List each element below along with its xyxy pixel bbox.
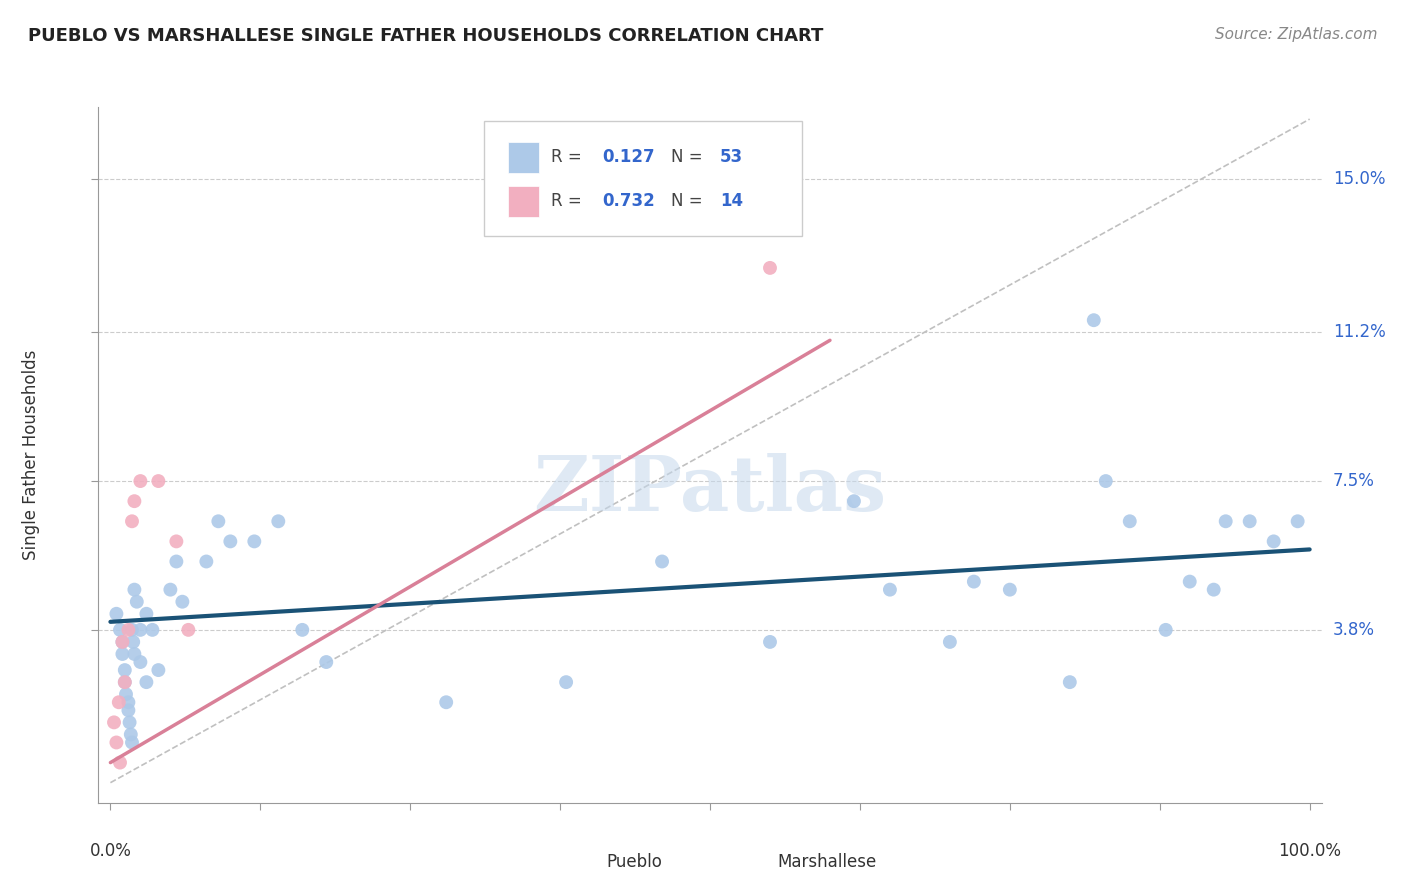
Text: N =: N = [671, 192, 707, 210]
Text: 0.127: 0.127 [602, 148, 655, 166]
Point [177, 623, 200, 637]
Point [148, 474, 170, 488]
Text: 100.0%: 100.0% [1278, 842, 1341, 860]
Point [219, 534, 242, 549]
Text: R =: R = [551, 192, 588, 210]
Point [1094, 474, 1116, 488]
Point [555, 675, 578, 690]
Text: 14: 14 [720, 192, 742, 210]
Point [651, 554, 673, 568]
Point [108, 756, 131, 770]
Point [124, 647, 146, 661]
Point [111, 647, 134, 661]
Point [121, 735, 143, 749]
Point [135, 675, 157, 690]
Point [1263, 534, 1285, 549]
Point [118, 715, 141, 730]
Point [103, 715, 125, 730]
Text: ZIPatlas: ZIPatlas [533, 453, 887, 526]
Point [1083, 313, 1105, 327]
Point [195, 554, 218, 568]
Point [129, 474, 152, 488]
Point [105, 607, 128, 621]
Point [114, 675, 136, 690]
Point [115, 687, 138, 701]
FancyBboxPatch shape [484, 121, 801, 235]
FancyBboxPatch shape [508, 142, 538, 173]
Point [759, 260, 782, 275]
Point [939, 635, 962, 649]
Point [117, 623, 139, 637]
Point [1059, 675, 1081, 690]
Point [1178, 574, 1201, 589]
Text: Marshallese: Marshallese [778, 853, 876, 871]
Text: Pueblo: Pueblo [606, 853, 662, 871]
Text: 7.5%: 7.5% [1333, 472, 1375, 490]
FancyBboxPatch shape [564, 848, 593, 876]
Point [111, 635, 134, 649]
Point [1119, 514, 1142, 528]
Text: 0.0%: 0.0% [90, 842, 131, 860]
Text: Single Father Households: Single Father Households [22, 350, 41, 560]
Point [1286, 514, 1309, 528]
Point [135, 607, 157, 621]
Text: 53: 53 [720, 148, 742, 166]
Point [879, 582, 901, 597]
Text: PUEBLO VS MARSHALLESE SINGLE FATHER HOUSEHOLDS CORRELATION CHART: PUEBLO VS MARSHALLESE SINGLE FATHER HOUS… [28, 27, 824, 45]
Text: 3.8%: 3.8% [1333, 621, 1375, 639]
Point [108, 695, 129, 709]
Point [1154, 623, 1177, 637]
Text: 15.0%: 15.0% [1333, 170, 1385, 188]
Point [243, 534, 266, 549]
Point [122, 635, 145, 649]
Point [1215, 514, 1237, 528]
FancyBboxPatch shape [508, 186, 538, 217]
Point [129, 623, 152, 637]
Point [159, 582, 181, 597]
Point [148, 663, 170, 677]
Text: N =: N = [671, 148, 707, 166]
Text: 11.2%: 11.2% [1333, 323, 1385, 342]
Text: Source: ZipAtlas.com: Source: ZipAtlas.com [1215, 27, 1378, 42]
Point [842, 494, 865, 508]
Point [207, 514, 229, 528]
Point [165, 554, 187, 568]
Text: 0.732: 0.732 [602, 192, 655, 210]
Point [114, 675, 136, 690]
Point [114, 663, 136, 677]
Point [315, 655, 337, 669]
Point [121, 514, 143, 528]
Point [963, 574, 986, 589]
Point [141, 623, 163, 637]
Text: R =: R = [551, 148, 588, 166]
FancyBboxPatch shape [734, 848, 765, 876]
Point [108, 623, 131, 637]
Point [759, 635, 782, 649]
Point [1239, 514, 1261, 528]
Point [1202, 582, 1225, 597]
Point [117, 703, 139, 717]
Point [120, 727, 142, 741]
Point [124, 582, 146, 597]
Point [111, 635, 134, 649]
Point [998, 582, 1021, 597]
Point [121, 623, 143, 637]
Point [125, 595, 148, 609]
Point [117, 695, 139, 709]
Point [291, 623, 314, 637]
Point [129, 655, 152, 669]
Point [124, 494, 146, 508]
Point [267, 514, 290, 528]
Point [165, 534, 187, 549]
Point [172, 595, 194, 609]
Point [434, 695, 457, 709]
Point [105, 735, 128, 749]
